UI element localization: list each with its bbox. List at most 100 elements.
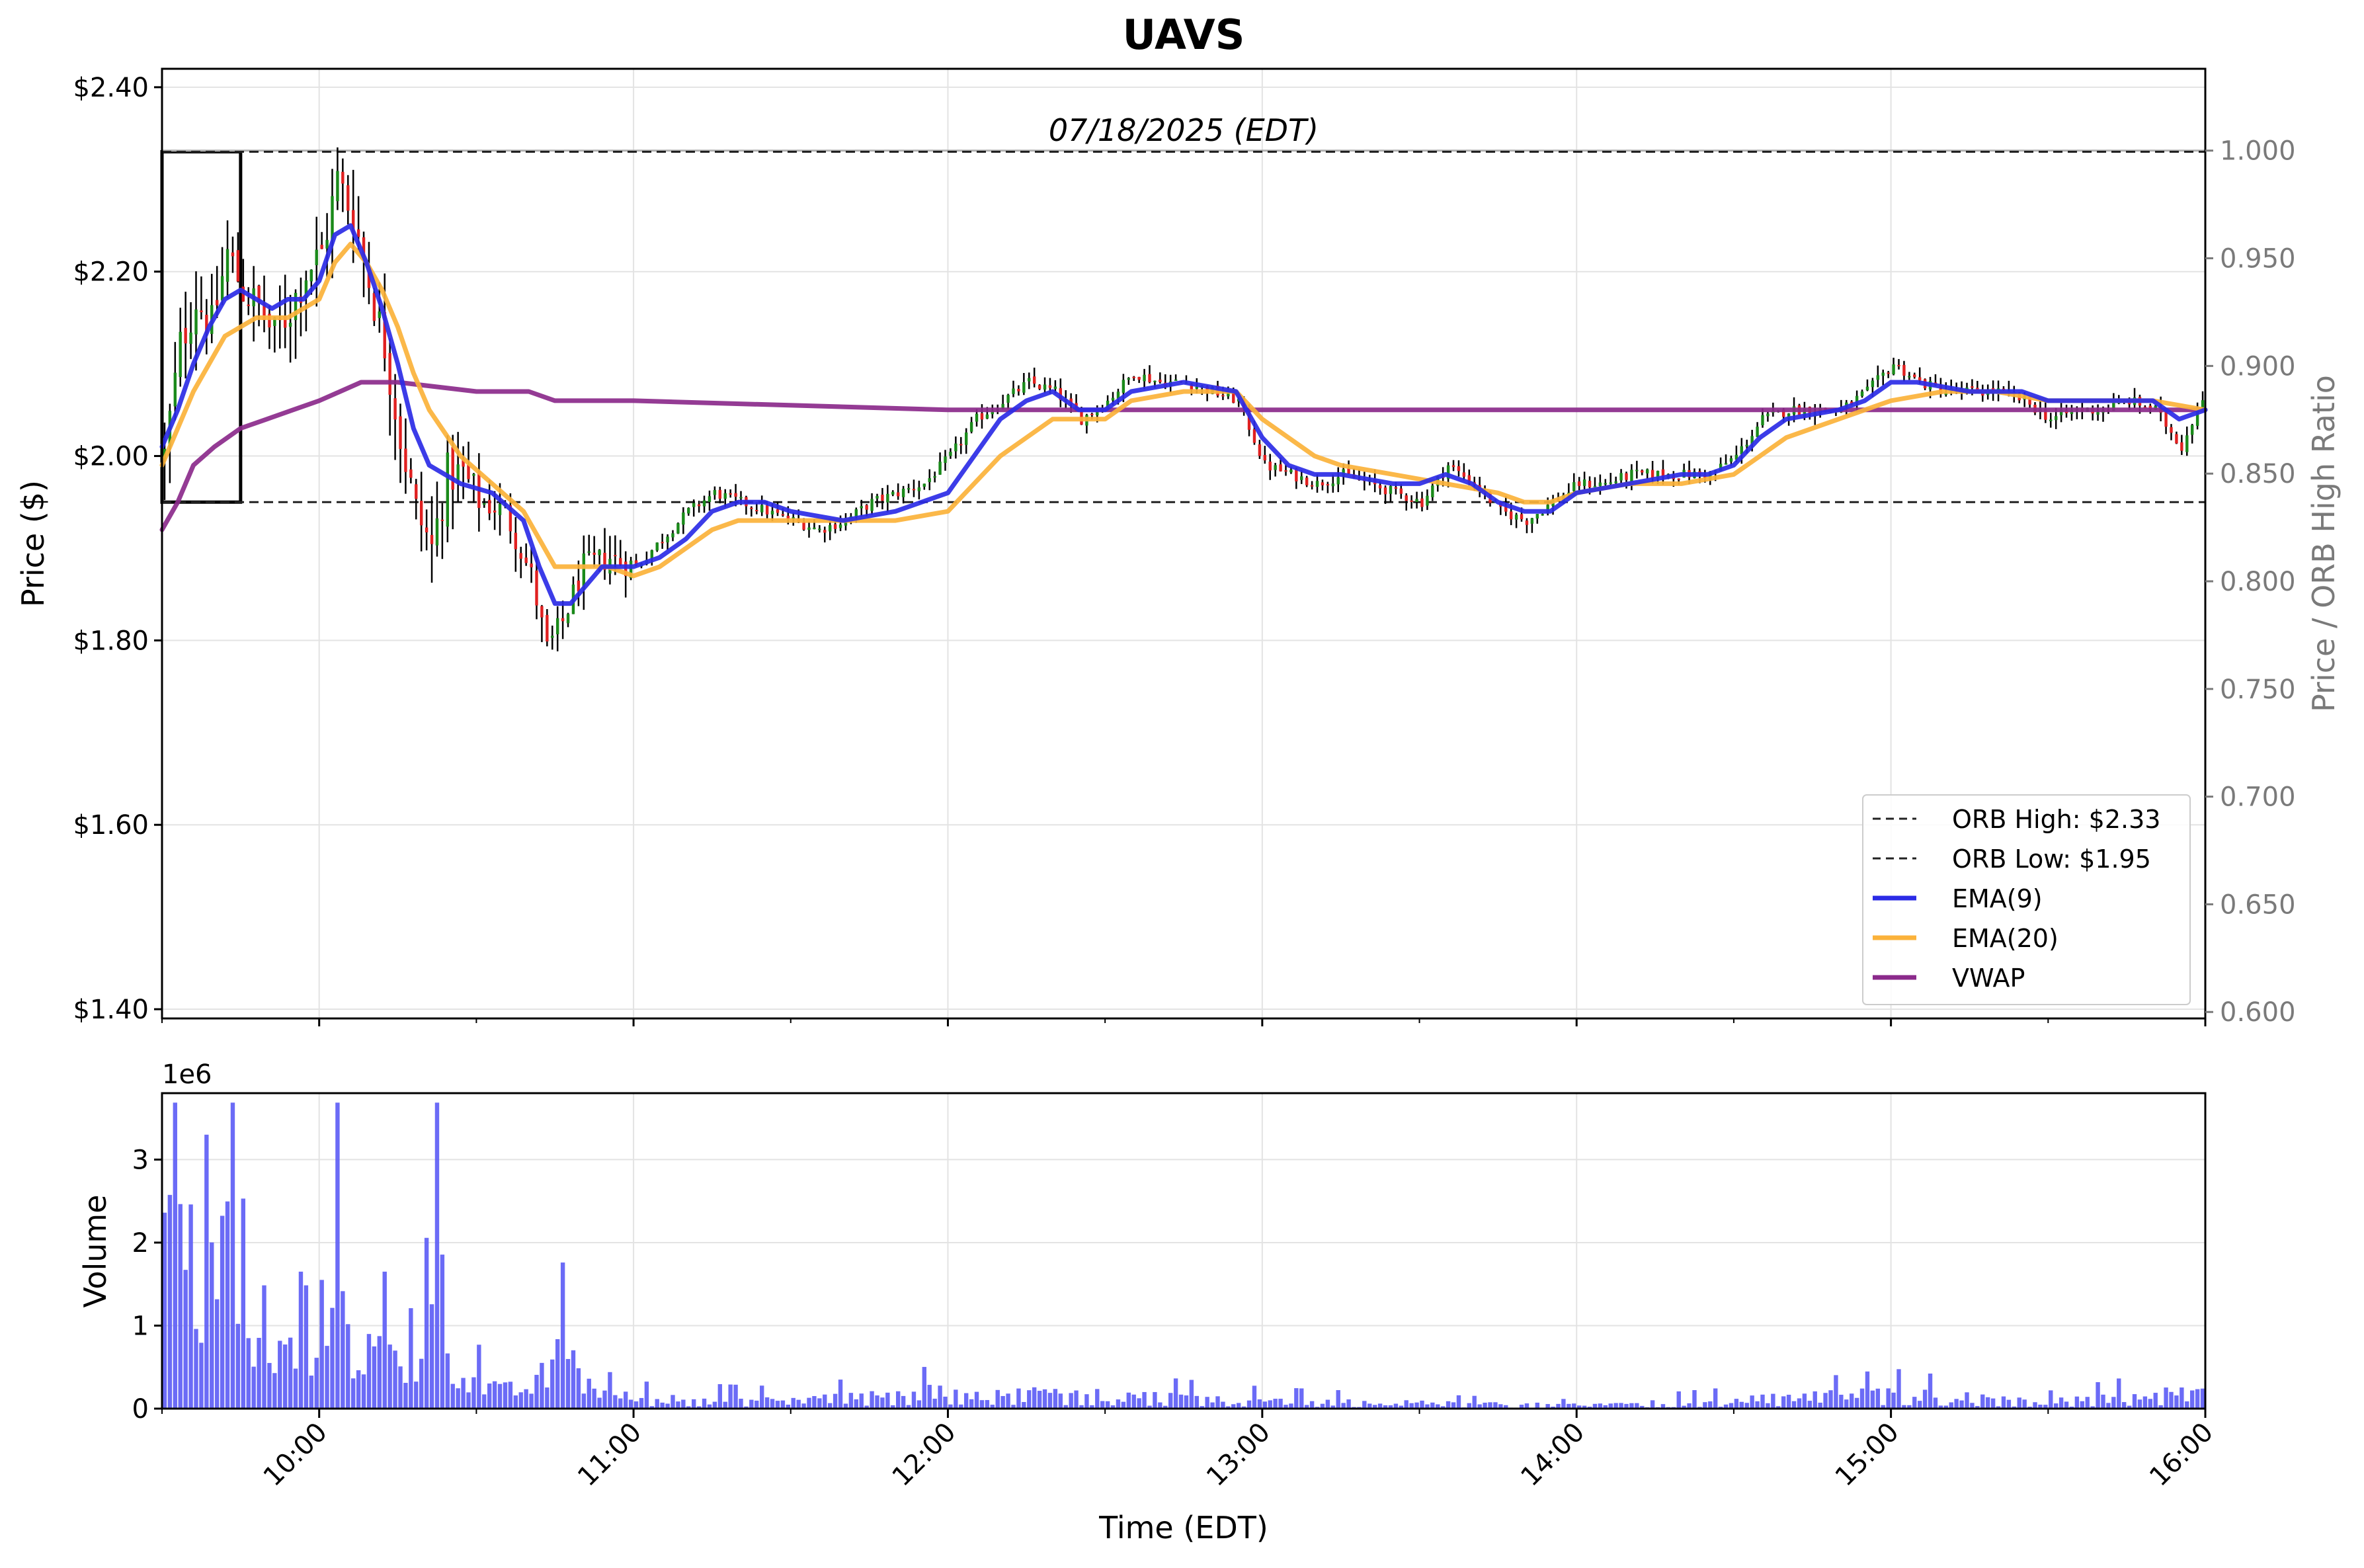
price-axes: $1.40 $1.60 $1.80 $2.00 $2.20 $2.40 0.600 0.650… xyxy=(73,73,2295,1028)
candle-body xyxy=(792,517,795,519)
volume-bar xyxy=(728,1384,733,1409)
candle-body xyxy=(734,493,737,497)
volume-bar xyxy=(1257,1399,1262,1409)
candle-body xyxy=(854,509,858,518)
volume-bar xyxy=(1231,1404,1236,1409)
candle-body xyxy=(451,446,454,490)
candle-body xyxy=(1729,458,1733,462)
volume-bar xyxy=(1451,1402,1456,1409)
candle-body xyxy=(220,276,224,301)
candle-body xyxy=(1897,364,1900,366)
volume-axes: 0 1 2 3 xyxy=(132,1145,162,1424)
volume-bar xyxy=(644,1382,649,1409)
volume-bar xyxy=(1682,1405,1686,1409)
volume-bar xyxy=(497,1383,503,1409)
volume-bar xyxy=(377,1336,382,1409)
candle-body xyxy=(1038,385,1041,389)
volume-bar xyxy=(335,1102,340,1409)
candle-body xyxy=(546,614,549,641)
volume-bar xyxy=(1834,1375,1838,1409)
volume-bar xyxy=(1917,1401,1922,1409)
candle-body xyxy=(472,474,475,476)
candle-body xyxy=(173,372,177,407)
candle-body xyxy=(1022,382,1026,393)
volume-bar xyxy=(1069,1393,1073,1409)
volume-bar xyxy=(1131,1394,1136,1409)
volume-bar xyxy=(1032,1387,1037,1409)
volume-bar xyxy=(754,1400,759,1409)
candle-body xyxy=(1845,402,1848,407)
volume-bar xyxy=(409,1308,413,1409)
candle-body xyxy=(2175,434,2178,444)
volume-bar xyxy=(1477,1404,1482,1409)
legend-label: ORB High: $2.33 xyxy=(1952,805,2160,834)
volume-bar xyxy=(739,1399,743,1409)
volume-bar xyxy=(1755,1401,1760,1409)
volume-bar xyxy=(1388,1405,1393,1409)
volume-bar xyxy=(1713,1388,1718,1409)
volume-bar xyxy=(2127,1405,2132,1409)
volume-bar xyxy=(1236,1403,1241,1409)
candle-body xyxy=(1043,384,1047,390)
candle-body xyxy=(493,510,497,513)
candle-body xyxy=(770,511,774,515)
volume-bar xyxy=(948,1404,953,1409)
volume-bar xyxy=(2164,1387,2168,1409)
volume-bar xyxy=(1504,1405,1508,1409)
candle-body xyxy=(938,462,942,475)
volume-bar xyxy=(1268,1400,1272,1409)
volume-bar xyxy=(508,1382,513,1409)
volume-bar xyxy=(2033,1402,2037,1409)
volume-bar xyxy=(1524,1403,1529,1409)
volume-bar xyxy=(848,1393,854,1409)
candle-body xyxy=(1383,487,1387,495)
candle-body xyxy=(1090,413,1094,415)
volume-bar xyxy=(2117,1378,2121,1409)
candle-body xyxy=(723,493,727,499)
volume-bar xyxy=(891,1405,895,1409)
volume-bar xyxy=(712,1401,717,1409)
candle-body xyxy=(1336,477,1340,485)
volume-bar xyxy=(592,1388,596,1409)
volume-bar xyxy=(2058,1397,2064,1409)
volume-bar xyxy=(2132,1394,2137,1409)
volume-bar xyxy=(540,1362,544,1409)
volume-bar xyxy=(309,1376,314,1409)
volume-bar xyxy=(1766,1403,1770,1409)
candle-body xyxy=(189,332,192,344)
volume-bar xyxy=(608,1372,612,1409)
volume-bar xyxy=(1346,1399,1351,1409)
volume-bar xyxy=(827,1403,833,1409)
volume-bar xyxy=(235,1323,241,1409)
candle-body xyxy=(415,484,418,499)
volume-bar xyxy=(1309,1401,1315,1409)
candle-body xyxy=(425,527,428,533)
volume-bar xyxy=(817,1398,822,1409)
volume-bar xyxy=(1362,1401,1367,1409)
legend-label: VWAP xyxy=(1952,964,2025,993)
candle-body xyxy=(1871,380,1875,388)
volume-bar xyxy=(1818,1403,1822,1409)
volume-bar xyxy=(1367,1403,1372,1409)
volume-bar xyxy=(477,1344,481,1409)
candle-body xyxy=(483,503,486,505)
volume-bar xyxy=(2085,1397,2090,1409)
candle-body xyxy=(1645,469,1649,474)
candle-body xyxy=(1252,429,1256,443)
ratio-y-tick-label: 0.800 xyxy=(2220,567,2296,597)
volume-bar xyxy=(1980,1394,1985,1409)
candle-body xyxy=(1865,386,1869,391)
volume-bar xyxy=(398,1366,403,1409)
volume-bar xyxy=(917,1400,922,1409)
candle-body xyxy=(1913,374,1916,378)
candle-body xyxy=(807,527,811,530)
candle-body xyxy=(1781,409,1785,417)
candle-body xyxy=(1939,384,1943,394)
volume-bar xyxy=(178,1204,183,1409)
volume-bar xyxy=(707,1404,712,1409)
volume-bar xyxy=(1760,1394,1765,1409)
volume-bar xyxy=(1744,1403,1749,1409)
candle-body xyxy=(1221,395,1225,397)
